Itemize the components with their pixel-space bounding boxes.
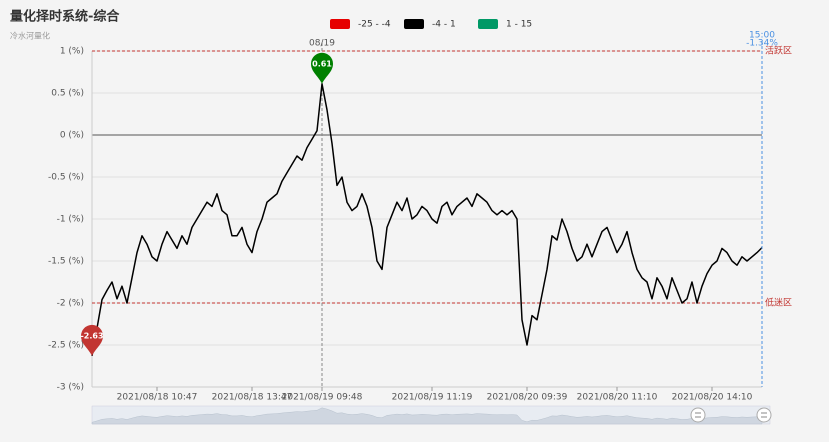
y-tick-label: 0 (%) xyxy=(60,131,84,141)
zoom-handle xyxy=(756,407,772,423)
x-tick-label: 2021/08/20 11:10 xyxy=(577,393,658,403)
mark-line-label: 低迷区 xyxy=(765,297,792,309)
y-tick-label: 0.5 (%) xyxy=(51,89,84,99)
y-tick-label: -2 (%) xyxy=(57,299,84,309)
mark-pin-label: -2.63 xyxy=(80,331,103,340)
legend-label: -4 - 1 xyxy=(432,20,456,30)
x-tick-label: 2021/08/19 09:48 xyxy=(282,393,363,403)
chart-title: 量化择时系统-综合 xyxy=(10,9,120,25)
series-line xyxy=(91,83,763,357)
mark-pin-label: 0.61 xyxy=(312,59,332,68)
zoom-preview xyxy=(91,407,763,425)
legend-swatch xyxy=(404,19,424,29)
y-tick-label: -1.5 (%) xyxy=(48,257,84,267)
zoom-handle xyxy=(690,407,706,423)
last-time: 15:00 xyxy=(749,31,775,41)
y-tick-label: -2.5 (%) xyxy=(48,341,84,351)
x-tick-label: 2021/08/18 13:47 xyxy=(212,393,293,403)
y-tick-label: -1 (%) xyxy=(57,215,84,225)
mark-line-label: 活跃区 xyxy=(765,45,792,57)
day-marker-label: 08/19 xyxy=(309,39,335,49)
y-tick-label: -3 (%) xyxy=(57,383,84,393)
y-tick-label: 1 (%) xyxy=(60,47,84,57)
mark-pin xyxy=(311,52,333,84)
last-value: -1.34% xyxy=(746,39,778,49)
x-tick-label: 2021/08/18 10:47 xyxy=(117,393,198,403)
y-tick-label: -0.5 (%) xyxy=(48,173,84,183)
legend-swatch xyxy=(478,19,498,29)
legend-label: 1 - 15 xyxy=(506,20,532,30)
legend-label: -25 - -4 xyxy=(358,20,391,30)
x-tick-label: 2021/08/19 11:19 xyxy=(392,393,473,403)
x-tick-label: 2021/08/20 14:10 xyxy=(672,393,753,403)
x-tick-label: 2021/08/20 09:39 xyxy=(487,393,568,403)
chart-subtitle: 冷水河量化 xyxy=(10,31,50,41)
mark-pin xyxy=(81,324,103,356)
legend-swatch xyxy=(330,19,350,29)
